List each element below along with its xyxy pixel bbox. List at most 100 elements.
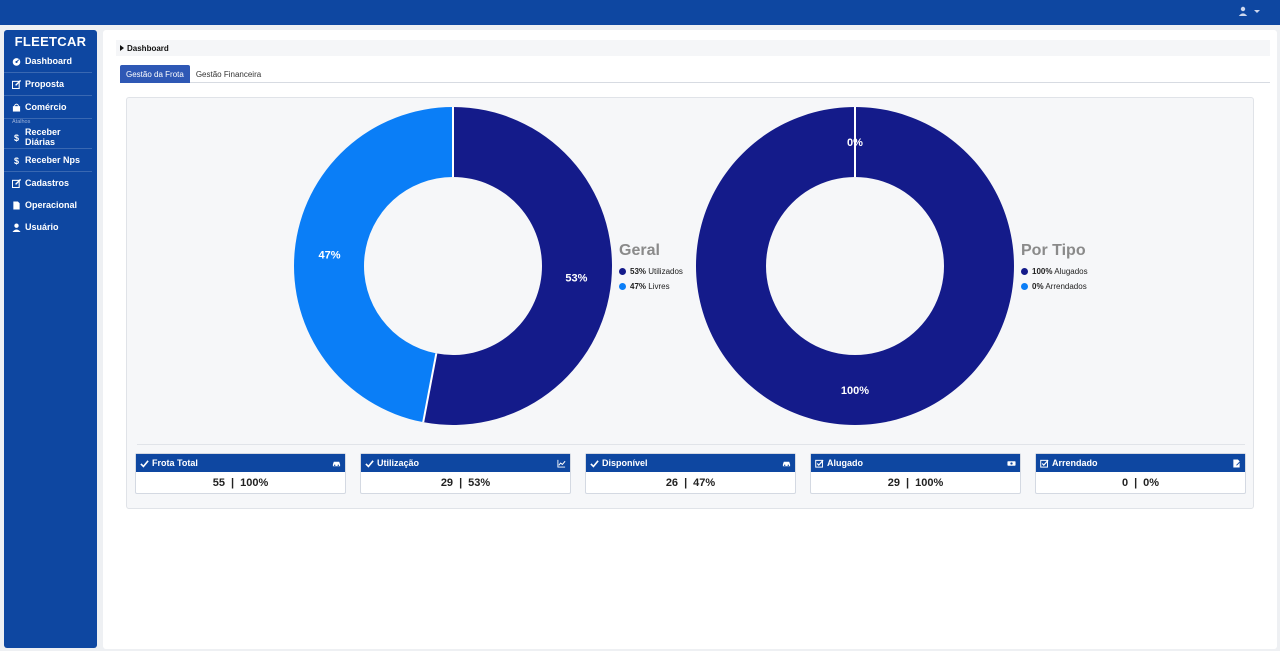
sidebar-item-usuario[interactable]: Usuário	[4, 216, 92, 238]
legend-dot	[1021, 268, 1028, 275]
tab-gestao-financeira[interactable]: Gestão Financeira	[195, 69, 262, 79]
user-icon	[1238, 6, 1248, 16]
dashboard-panel: 53%47% 100%0% Geral 53% Utilizados 47% L…	[126, 97, 1254, 509]
stat-pct: 100%	[240, 477, 269, 489]
legend-dot	[619, 268, 626, 275]
sidebar-item-operacional[interactable]: Operacional	[4, 194, 92, 216]
stat-card-header: Frota Total	[136, 454, 345, 472]
tab-gestao-frota[interactable]: Gestão da Frota	[120, 65, 190, 83]
edit-icon	[12, 79, 21, 89]
sidebar-item-label: Usuário	[25, 222, 59, 232]
stat-pct: 100%	[915, 477, 944, 489]
document-icon	[13, 200, 20, 210]
sidebar: FLEETCAR Dashboard Proposta Comércio Ata…	[4, 30, 97, 648]
car-icon	[332, 461, 341, 466]
legend-item[interactable]: 53% Utilizados	[619, 264, 683, 279]
sidebar-item-label: Dashboard	[25, 56, 73, 66]
brand-logo: FLEETCAR	[14, 34, 87, 49]
donut-chart-por-tipo: 100%0%	[695, 107, 1014, 425]
checkbox-icon	[1040, 459, 1049, 468]
dollar-icon: $	[14, 156, 19, 165]
sidebar-item-dashboard[interactable]: Dashboard	[4, 50, 92, 73]
stat-card-alugado: Alugado 29 | 100%	[810, 453, 1021, 494]
sidebar-item-label: Receber Nps	[25, 155, 81, 165]
sidebar-item-receber-nps[interactable]: $ Receber Nps	[4, 149, 92, 172]
stat-separator: |	[906, 477, 910, 489]
legend-geral: 53% Utilizados 47% Livres	[619, 264, 683, 294]
sidebar-item-label: Cadastros	[25, 178, 70, 188]
stat-separator: |	[231, 477, 235, 489]
donut-slice-utilizados[interactable]	[423, 107, 612, 425]
sidebar-item-receber-diarias[interactable]: $ Receber Diárias	[4, 126, 92, 149]
slice-label: 100%	[841, 385, 869, 397]
check-icon	[140, 459, 149, 468]
stat-title: Frota Total	[152, 458, 198, 468]
user-icon	[12, 223, 21, 232]
chart-title-geral: Geral	[619, 242, 660, 259]
sidebar-item-label: Operacional	[25, 200, 78, 210]
svg-text:$: $	[14, 156, 19, 165]
stat-card-header: Disponível	[586, 454, 795, 472]
breadcrumb-item[interactable]: Dashboard	[127, 43, 169, 53]
legend-label: Alugados	[1054, 267, 1088, 276]
contract-icon	[1233, 458, 1241, 468]
divider	[137, 444, 1245, 445]
stat-title: Arrendado	[1052, 458, 1098, 468]
stat-card-header: Arrendado	[1036, 454, 1245, 472]
stat-pct: 0%	[1143, 477, 1160, 489]
legend-dot	[1021, 283, 1028, 290]
legend-item[interactable]: 0% Arrendados	[1021, 279, 1088, 294]
stat-card-header: Utilização	[361, 454, 570, 472]
stat-title: Disponível	[602, 458, 648, 468]
legend-por-tipo: 100% Alugados 0% Arrendados	[1021, 264, 1088, 294]
slice-label: 47%	[319, 249, 341, 261]
caret-right-icon	[120, 45, 124, 51]
sidebar-item-label: Proposta	[25, 79, 65, 89]
stat-count: 26	[665, 477, 679, 489]
stat-count: 29	[887, 477, 901, 489]
stat-pct: 47%	[693, 477, 716, 489]
stat-value: 29 | 100%	[811, 472, 1020, 494]
sidebar-item-comercio[interactable]: Comércio	[4, 96, 92, 119]
charts-canvas: 53% 47% 100%0%	[293, 106, 1014, 425]
legend-pct: 0%	[1032, 282, 1044, 291]
legend-item[interactable]: 100% Alugados	[1021, 264, 1088, 279]
breadcrumb: Dashboard	[116, 40, 1270, 56]
tab-bar: Gestão da Frota Gestão Financeira	[120, 65, 1270, 83]
stat-count: 29	[440, 477, 454, 489]
stat-card-header: Alugado	[811, 454, 1020, 472]
slice-label: 53%	[565, 273, 587, 285]
sidebar-item-label: Comércio	[25, 102, 67, 112]
line-chart-icon	[557, 459, 566, 468]
stat-separator: |	[459, 477, 463, 489]
legend-pct: 47%	[630, 282, 647, 291]
stat-separator: |	[684, 477, 688, 489]
legend-label: Utilizados	[648, 267, 683, 276]
legend-label: Arrendados	[1045, 282, 1087, 291]
stat-card-frota-total: Frota Total 55 | 100%	[135, 453, 346, 494]
legend-item[interactable]: 47% Livres	[619, 279, 683, 294]
stat-value: 55 | 100%	[136, 472, 345, 494]
sidebar-item-proposta[interactable]: Proposta	[4, 73, 92, 96]
legend-label: Livres	[648, 282, 670, 291]
legend-pct: 100%	[1032, 267, 1053, 276]
legend-dot	[619, 283, 626, 290]
donut-slice-livres[interactable]	[293, 106, 453, 423]
check-icon	[365, 459, 374, 468]
check-icon	[590, 459, 599, 468]
stat-value: 26 | 47%	[586, 472, 795, 494]
chart-title-por-tipo: Por Tipo	[1021, 242, 1086, 259]
checkbox-icon	[815, 459, 824, 468]
stat-value: 0 | 0%	[1036, 472, 1245, 494]
stat-card-disponivel: Disponível 26 | 47%	[585, 453, 796, 494]
sidebar-item-cadastros[interactable]: Cadastros	[4, 172, 92, 194]
caret-down-icon	[1254, 10, 1260, 13]
shopping-bag-icon	[12, 103, 21, 112]
sidebar-item-label: Receber Diárias	[25, 127, 61, 147]
stat-title: Utilização	[377, 458, 420, 468]
dollar-icon: $	[14, 133, 19, 142]
donut-slice-alugados[interactable]	[695, 107, 1014, 425]
edit-icon	[12, 178, 21, 188]
top-bar	[0, 0, 1280, 25]
user-menu[interactable]	[1238, 6, 1262, 16]
